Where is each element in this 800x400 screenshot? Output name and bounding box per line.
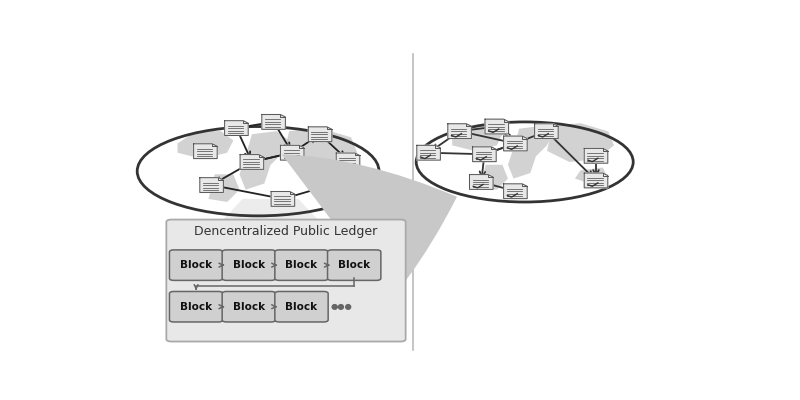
Polygon shape [178,131,234,159]
Polygon shape [504,184,527,199]
Polygon shape [336,153,360,168]
Text: Dencentralized Public Ledger: Dencentralized Public Ledger [194,225,378,238]
Polygon shape [239,131,289,190]
Polygon shape [221,199,320,222]
Text: Block: Block [286,260,318,270]
Polygon shape [575,168,609,184]
Polygon shape [584,148,608,163]
Polygon shape [584,173,608,188]
Polygon shape [271,192,294,206]
Polygon shape [452,126,502,151]
FancyBboxPatch shape [275,292,328,322]
Polygon shape [324,176,347,191]
Polygon shape [283,128,358,171]
Polygon shape [240,154,264,169]
Polygon shape [504,136,527,151]
Polygon shape [209,174,239,202]
Polygon shape [480,165,508,190]
Polygon shape [470,174,493,189]
Polygon shape [508,126,553,178]
Text: Block: Block [286,302,318,312]
Polygon shape [534,124,558,138]
Polygon shape [200,178,223,192]
Polygon shape [308,127,332,142]
Text: Block: Block [180,302,212,312]
Text: Block: Block [233,302,265,312]
FancyBboxPatch shape [170,250,222,280]
Polygon shape [281,145,304,160]
Text: ●●●: ●●● [330,302,352,311]
Text: Block: Block [180,260,212,270]
FancyBboxPatch shape [170,292,222,322]
Polygon shape [448,124,471,138]
Polygon shape [473,147,496,162]
Text: Block: Block [233,260,265,270]
Polygon shape [485,119,509,134]
Polygon shape [194,144,217,158]
Polygon shape [225,121,248,136]
FancyBboxPatch shape [275,250,328,280]
FancyBboxPatch shape [327,250,381,280]
FancyBboxPatch shape [222,292,275,322]
Polygon shape [314,177,351,196]
FancyArrowPatch shape [282,154,457,342]
FancyBboxPatch shape [166,220,406,342]
Polygon shape [417,145,440,160]
FancyBboxPatch shape [222,250,275,280]
Text: Block: Block [338,260,370,270]
Polygon shape [547,123,614,162]
Polygon shape [262,114,286,129]
